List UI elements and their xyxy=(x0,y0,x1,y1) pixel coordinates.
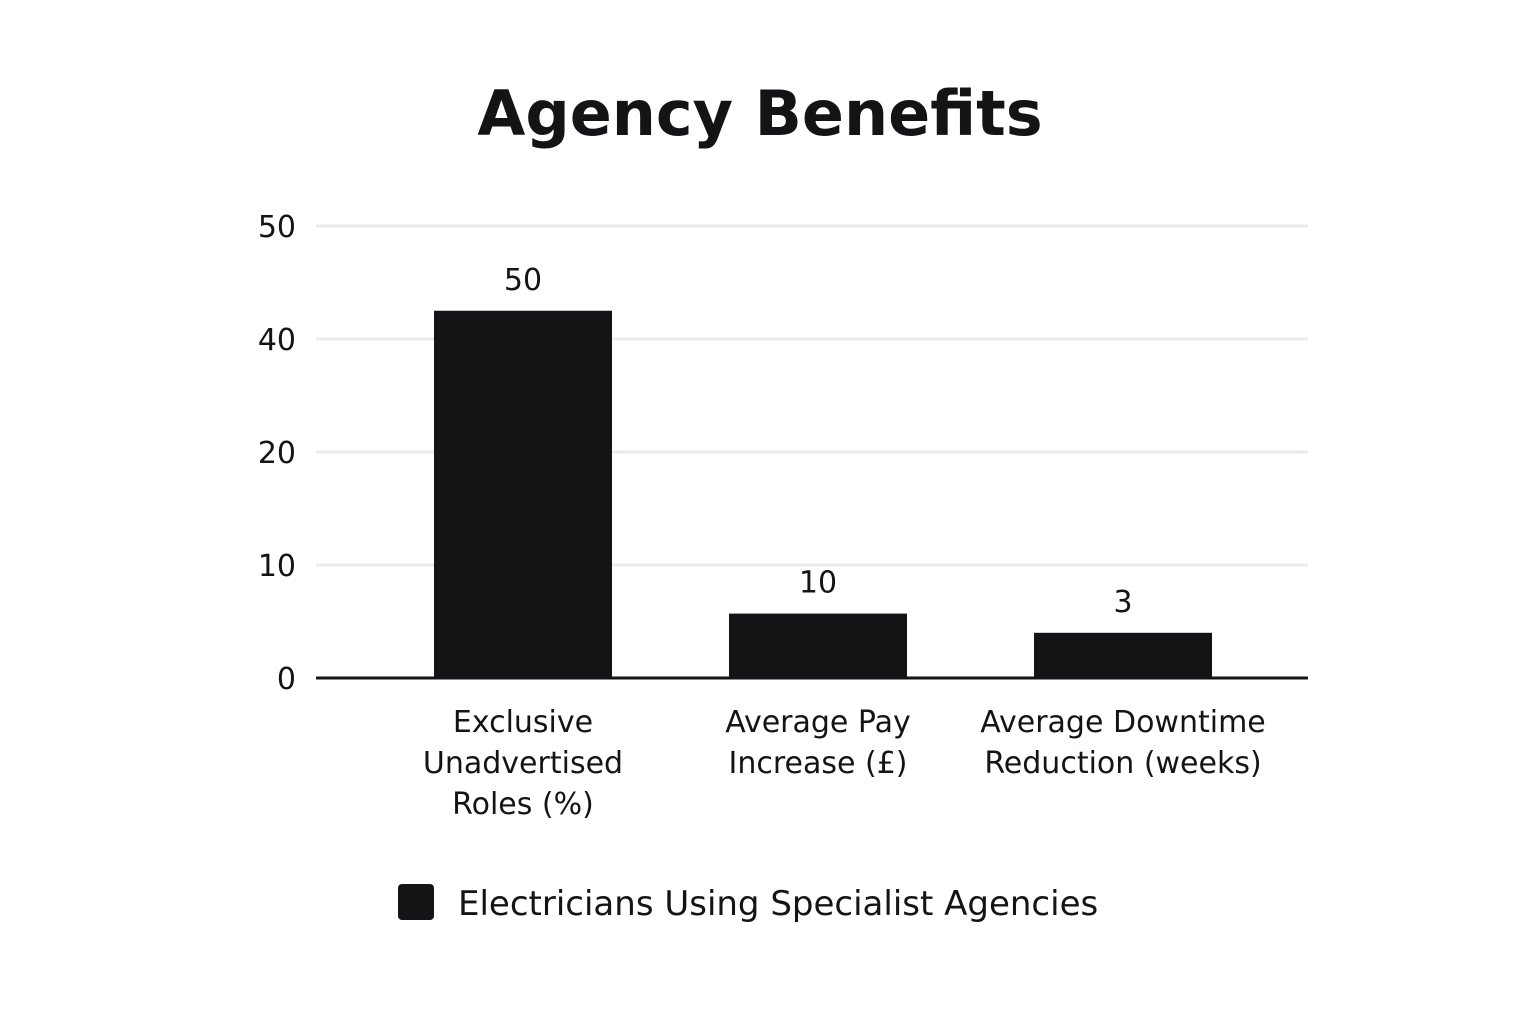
bar xyxy=(434,310,612,678)
x-category-label-line: Unadvertised xyxy=(423,746,623,781)
x-category-label-line: Reduction (weeks) xyxy=(984,746,1261,781)
x-category-label: Average Pay Increase (£) xyxy=(725,705,911,781)
x-category-label-line: Average Downtime xyxy=(980,705,1266,740)
x-category-label-line: Average Pay xyxy=(725,705,911,740)
y-tick-label: 50 xyxy=(258,210,296,245)
x-category-label: Exclusive Unadvertised Roles (%) xyxy=(423,705,623,822)
y-axis-ticks: 0 10 20 40 50 xyxy=(258,210,296,697)
y-tick-label: 0 xyxy=(277,662,296,697)
chart-title: Agency Benefits xyxy=(477,77,1042,150)
y-tick-label: 10 xyxy=(258,549,296,584)
bar-data-label: 3 xyxy=(1113,585,1132,620)
legend-label: Electricians Using Specialist Agencies xyxy=(458,884,1098,924)
bar xyxy=(729,613,907,678)
bar xyxy=(1034,632,1212,678)
legend-swatch xyxy=(398,884,434,920)
x-category-label-line: Increase (£) xyxy=(729,746,908,781)
x-category-label: Average Downtime Reduction (weeks) xyxy=(980,705,1266,781)
data-labels: 50 10 3 xyxy=(504,263,1133,620)
legend: Electricians Using Specialist Agencies xyxy=(398,884,1098,924)
category-labels: Exclusive Unadvertised Roles (%) Average Pa… xyxy=(423,705,1266,822)
bar-data-label: 10 xyxy=(799,566,837,601)
bar-data-label: 50 xyxy=(504,263,542,298)
y-tick-label: 20 xyxy=(258,436,296,471)
x-category-label-line: Roles (%) xyxy=(452,787,594,822)
y-tick-label: 40 xyxy=(258,323,296,358)
x-category-label-line: Exclusive xyxy=(453,705,593,740)
bars xyxy=(434,310,1212,678)
